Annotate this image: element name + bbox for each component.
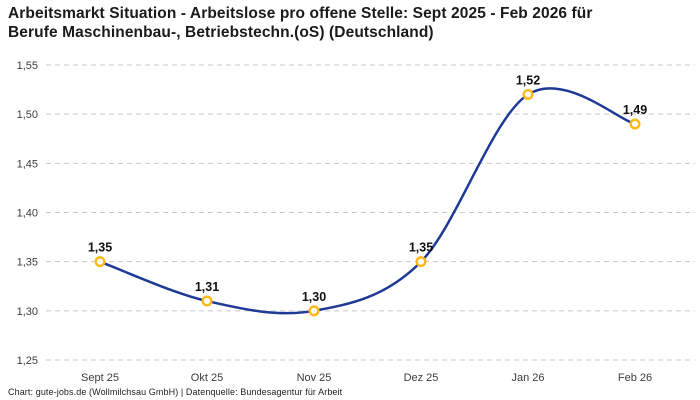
y-tick-label: 1,25 bbox=[17, 355, 38, 367]
data-point-marker bbox=[522, 88, 534, 100]
y-tick-label: 1,35 bbox=[17, 257, 38, 269]
y-tick-label: 1,30 bbox=[17, 306, 38, 318]
data-point-label: 1,31 bbox=[195, 280, 219, 294]
data-point-label: 1,52 bbox=[516, 74, 540, 88]
x-tick-label: Okt 25 bbox=[191, 372, 223, 384]
data-point-label: 1,30 bbox=[302, 290, 326, 304]
data-point-label: 1,49 bbox=[623, 103, 647, 117]
y-tick-label: 1,40 bbox=[17, 208, 38, 220]
data-point-marker bbox=[94, 256, 106, 268]
data-point-marker bbox=[415, 256, 427, 268]
series-line bbox=[98, 87, 637, 315]
chart-title-line-2: Berufe Maschinenbau-, Betriebstechn.(oS)… bbox=[8, 24, 434, 41]
data-point-marker bbox=[201, 295, 213, 307]
chart-credit: Chart: gute-jobs.de (Wollmilchsau GmbH) … bbox=[8, 387, 343, 397]
chart-title-line-1: Arbeitsmarkt Situation - Arbeitslose pro… bbox=[8, 5, 593, 22]
x-tick-label: Dez 25 bbox=[404, 372, 439, 384]
x-tick-label: Jan 26 bbox=[511, 372, 544, 384]
chart-header: Arbeitsmarkt Situation - Arbeitslose pro… bbox=[8, 4, 684, 42]
data-point-label: 1,35 bbox=[409, 241, 433, 255]
y-tick-label: 1,55 bbox=[17, 60, 38, 72]
data-point-marker bbox=[308, 305, 320, 317]
data-point-label: 1,35 bbox=[88, 241, 112, 255]
y-tick-label: 1,50 bbox=[17, 109, 38, 121]
x-tick-label: Sept 25 bbox=[81, 372, 119, 384]
x-tick-label: Nov 25 bbox=[297, 372, 332, 384]
data-point-marker bbox=[629, 118, 641, 130]
x-tick-label: Feb 26 bbox=[618, 372, 652, 384]
y-tick-label: 1,45 bbox=[17, 158, 38, 170]
